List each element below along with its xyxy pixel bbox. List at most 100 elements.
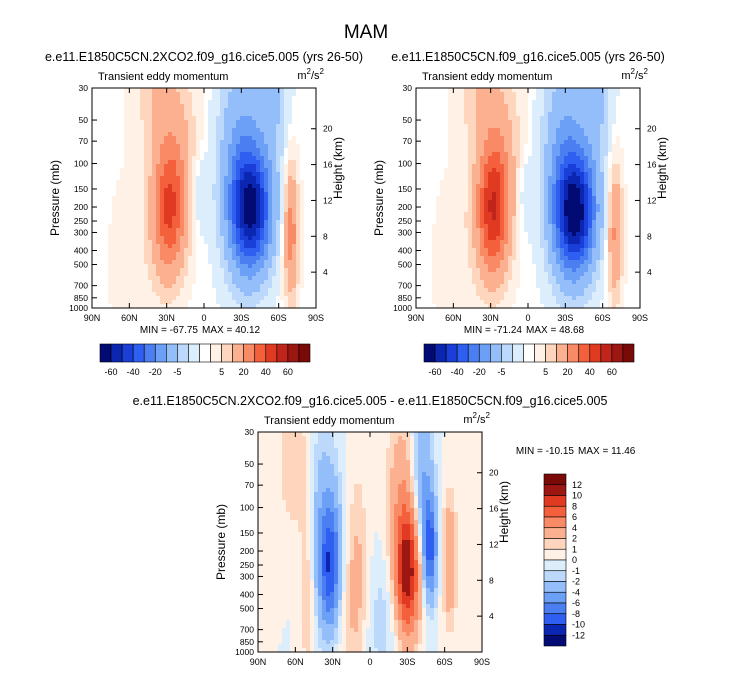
contour-cell bbox=[444, 204, 449, 209]
contour-cell bbox=[508, 120, 513, 125]
contour-cell bbox=[284, 208, 289, 213]
contour-cell bbox=[516, 104, 521, 109]
contour-cell bbox=[300, 264, 305, 269]
contour-cell bbox=[256, 280, 261, 285]
contour-cell bbox=[140, 192, 145, 197]
contour-cell bbox=[416, 120, 421, 125]
contour-cell bbox=[420, 160, 425, 165]
contour-cell bbox=[628, 156, 633, 161]
contour-cell bbox=[228, 208, 233, 213]
contour-cell bbox=[288, 204, 293, 209]
contour-cell bbox=[300, 108, 305, 113]
contour-cell bbox=[280, 292, 285, 297]
contour-cell bbox=[312, 100, 317, 105]
contour-cell bbox=[228, 168, 233, 173]
contour-cell bbox=[496, 104, 501, 109]
contour-cell bbox=[128, 264, 133, 269]
contour-cell bbox=[544, 168, 549, 173]
contour-cell bbox=[208, 100, 213, 105]
contour-cell bbox=[596, 132, 601, 137]
contour-cell bbox=[164, 248, 169, 253]
contour-cell bbox=[168, 216, 173, 221]
contour-cell bbox=[112, 116, 117, 121]
contour-cell bbox=[152, 292, 157, 297]
contour-cell bbox=[276, 96, 281, 101]
contour-cell bbox=[156, 124, 161, 129]
contour-cell bbox=[292, 300, 297, 305]
contour-cell bbox=[544, 128, 549, 133]
contour-cell bbox=[452, 116, 457, 121]
contour-cell bbox=[216, 144, 221, 149]
contour-cell bbox=[92, 172, 97, 177]
contour-cell bbox=[232, 96, 237, 101]
contour-cell bbox=[308, 168, 313, 173]
contour-cell bbox=[508, 104, 513, 109]
contour-cell bbox=[152, 172, 157, 177]
contour-cell bbox=[628, 144, 633, 149]
contour-cell bbox=[140, 232, 145, 237]
contour-cell bbox=[268, 284, 273, 289]
contour-cell bbox=[100, 176, 105, 181]
contour-cell bbox=[92, 152, 97, 157]
contour-cell bbox=[208, 148, 213, 153]
contour-cell bbox=[604, 176, 609, 181]
contour-cell bbox=[312, 232, 317, 237]
contour-cell bbox=[552, 112, 557, 117]
contour-cell bbox=[440, 144, 445, 149]
contour-cell bbox=[196, 188, 201, 193]
contour-cell bbox=[116, 116, 121, 121]
contour-cell bbox=[588, 152, 593, 157]
contour-cell bbox=[164, 180, 169, 185]
contour-cell bbox=[112, 220, 117, 225]
contour-cell bbox=[500, 208, 505, 213]
contour-cell bbox=[548, 160, 553, 165]
contour-cell bbox=[140, 288, 145, 293]
contour-cell bbox=[304, 172, 309, 177]
contour-cell bbox=[592, 160, 597, 165]
contour-cell bbox=[600, 140, 605, 145]
contour-cell bbox=[560, 100, 565, 105]
contour-cell bbox=[456, 104, 461, 109]
contour-cell bbox=[192, 240, 197, 245]
contour-cell bbox=[420, 184, 425, 189]
contour-cell bbox=[504, 180, 509, 185]
contour-cell bbox=[612, 184, 617, 189]
contour-cell bbox=[280, 240, 285, 245]
height-tick-label: 4 bbox=[323, 267, 328, 277]
contour-cell bbox=[200, 144, 205, 149]
contour-cell bbox=[208, 252, 213, 257]
contour-cell bbox=[492, 172, 497, 177]
contour-cell bbox=[160, 188, 165, 193]
contour-cell bbox=[636, 212, 641, 217]
contour-cell bbox=[556, 200, 561, 205]
contour-cell bbox=[300, 300, 305, 305]
contour-cell bbox=[160, 112, 165, 117]
contour-cell bbox=[296, 224, 301, 229]
contour-cell bbox=[452, 96, 457, 101]
contour-cell bbox=[308, 284, 313, 289]
contour-cell bbox=[244, 200, 249, 205]
contour-cell bbox=[100, 256, 105, 261]
contour-cell bbox=[484, 156, 489, 161]
contour-cell bbox=[192, 188, 197, 193]
contour-cell bbox=[276, 248, 281, 253]
contour-cell bbox=[300, 136, 305, 141]
contour-cell bbox=[456, 124, 461, 129]
contour-cell bbox=[208, 200, 213, 205]
contour-cell bbox=[192, 140, 197, 145]
contour-cell bbox=[252, 188, 257, 193]
contour-cell bbox=[100, 212, 105, 217]
contour-cell bbox=[524, 104, 529, 109]
contour-cell bbox=[608, 172, 613, 177]
contour-cell bbox=[204, 232, 209, 237]
contour-cell bbox=[300, 172, 305, 177]
contour-cell bbox=[248, 260, 253, 265]
contour-cell bbox=[104, 148, 109, 153]
contour-cell bbox=[232, 192, 237, 197]
contour-cell bbox=[624, 140, 629, 145]
contour-cell bbox=[164, 280, 169, 285]
contour-cell bbox=[448, 124, 453, 129]
contour-cell bbox=[168, 280, 173, 285]
contour-cell bbox=[288, 124, 293, 129]
contour-cell bbox=[248, 216, 253, 221]
